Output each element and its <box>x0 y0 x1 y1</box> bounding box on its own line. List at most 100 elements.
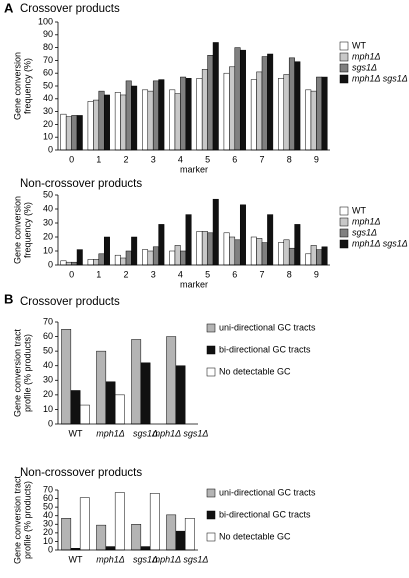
legend-swatch <box>206 488 216 498</box>
bar <box>169 250 176 266</box>
bar <box>283 74 290 151</box>
y-tick-label: 10 <box>43 404 53 414</box>
bar <box>152 80 159 151</box>
bar <box>125 80 132 151</box>
bar <box>61 518 72 551</box>
legend-swatch <box>206 367 216 377</box>
bar <box>310 90 317 151</box>
legend-swatch <box>339 217 349 227</box>
y-axis-label: Gene conversion tract <box>12 328 22 417</box>
bar <box>223 72 230 151</box>
bar <box>212 42 219 151</box>
x-tick-label: mph1Δ sgs1Δ <box>153 428 209 438</box>
y-tick-label: 70 <box>43 55 53 65</box>
legend-label: No detectable GC <box>219 366 291 376</box>
bar <box>175 530 186 551</box>
legend-swatch <box>206 532 216 542</box>
bar <box>305 253 312 266</box>
legend-swatch <box>339 41 349 51</box>
bar <box>93 99 100 151</box>
x-tick-label: mph1Δ sgs1Δ <box>153 554 209 564</box>
bar <box>140 546 151 551</box>
legend-swatch <box>339 239 349 249</box>
bar <box>185 78 192 151</box>
chart-title: Non-crossover products <box>20 467 142 479</box>
x-tick-label: 9 <box>314 269 319 279</box>
x-tick-label: 2 <box>123 154 128 164</box>
y-tick-label: 0 <box>48 418 53 428</box>
legend-swatch <box>206 345 216 355</box>
bar <box>294 61 301 151</box>
y-tick-label: 50 <box>43 502 53 512</box>
y-tick-label: 10 <box>43 132 53 142</box>
chart-title: Crossover products <box>20 296 120 308</box>
bar <box>149 493 160 551</box>
y-axis-label: Gene conversion <box>12 52 22 120</box>
x-tick-label: mph1Δ <box>96 554 125 564</box>
bar <box>114 492 125 551</box>
bar <box>250 236 257 266</box>
bar <box>256 238 263 266</box>
legend-swatch <box>206 323 216 333</box>
bar <box>288 57 295 151</box>
y-tick-label: 0 <box>48 144 53 154</box>
bar <box>267 214 274 266</box>
bar <box>180 76 187 151</box>
bar <box>229 236 236 266</box>
bar <box>142 249 149 266</box>
y-tick-label: 60 <box>43 493 53 503</box>
bar <box>316 76 323 151</box>
bar <box>201 231 208 266</box>
bar <box>288 247 295 266</box>
bar <box>166 514 177 551</box>
y-tick-label: 60 <box>43 331 53 341</box>
legend-swatch <box>206 510 216 520</box>
bar <box>105 381 116 425</box>
bar <box>93 259 100 266</box>
bar <box>239 49 246 151</box>
panel-label: A <box>4 0 14 15</box>
x-tick-label: mph1Δ <box>96 428 125 438</box>
legend-swatch <box>339 63 349 73</box>
bar <box>87 259 94 266</box>
legend-label: uni-directional GC tracts <box>219 322 316 332</box>
x-tick-label: WT <box>69 428 83 438</box>
bar <box>174 245 181 266</box>
legend-swatch <box>339 228 349 238</box>
bar <box>71 115 78 151</box>
bar <box>120 257 127 266</box>
x-tick-label: 7 <box>259 269 264 279</box>
bar <box>321 76 328 151</box>
bar <box>76 249 83 266</box>
bar <box>152 246 159 266</box>
y-tick-label: 40 <box>43 93 53 103</box>
x-tick-label: 5 <box>205 154 210 164</box>
y-axis-label: frequency (%) <box>22 58 32 114</box>
x-tick-label: 7 <box>259 154 264 164</box>
y-axis-label: Gene conversion <box>12 196 22 264</box>
bar <box>65 116 72 151</box>
legend-swatch <box>339 206 349 216</box>
x-axis-label: marker <box>180 164 208 174</box>
bar <box>261 56 268 151</box>
legend-label: mph1Δ sgs1Δ <box>352 238 408 248</box>
y-axis-label: frequency (%) <box>22 202 32 258</box>
x-tick-label: WT <box>69 554 83 564</box>
y-tick-label: 50 <box>43 189 53 199</box>
legend-label: sgs1Δ <box>352 227 377 237</box>
bar <box>250 79 257 151</box>
bar <box>61 329 72 425</box>
y-tick-label: 100 <box>38 16 53 26</box>
bar <box>60 260 67 266</box>
legend-label: No detectable GC <box>219 531 291 541</box>
bar <box>98 253 105 266</box>
bar <box>184 518 195 551</box>
x-tick-label: sgs1Δ <box>133 554 158 564</box>
bar <box>142 89 149 151</box>
bar <box>169 89 176 151</box>
x-tick-label: 0 <box>69 269 74 279</box>
legend-label: bi-directional GC tracts <box>219 509 311 519</box>
legend-label: WT <box>352 205 366 215</box>
bar <box>96 524 107 551</box>
